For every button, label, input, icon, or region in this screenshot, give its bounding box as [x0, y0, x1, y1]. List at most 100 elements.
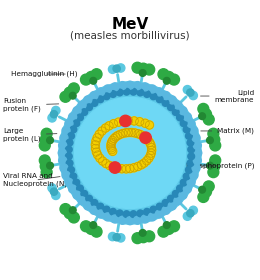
Circle shape	[108, 136, 117, 144]
Circle shape	[126, 217, 134, 225]
Circle shape	[167, 195, 174, 202]
Circle shape	[118, 165, 126, 173]
Text: Hemagglutinin (H): Hemagglutinin (H)	[11, 71, 77, 77]
Circle shape	[156, 96, 163, 103]
Circle shape	[183, 185, 191, 193]
Circle shape	[163, 223, 174, 234]
Circle shape	[81, 221, 91, 232]
Circle shape	[107, 138, 116, 146]
Circle shape	[48, 114, 56, 122]
Circle shape	[207, 162, 213, 169]
Circle shape	[91, 69, 102, 80]
Circle shape	[91, 226, 102, 237]
Circle shape	[203, 181, 214, 192]
Circle shape	[137, 210, 144, 217]
Circle shape	[194, 149, 202, 157]
Circle shape	[126, 164, 134, 173]
Circle shape	[163, 78, 170, 84]
Text: MeV: MeV	[111, 17, 149, 32]
Circle shape	[141, 215, 149, 223]
Circle shape	[144, 231, 155, 242]
Circle shape	[108, 146, 116, 154]
Circle shape	[209, 161, 220, 172]
Circle shape	[59, 141, 67, 149]
Circle shape	[203, 114, 214, 125]
Circle shape	[188, 146, 194, 153]
Text: Phosphoprotein (P): Phosphoprotein (P)	[186, 163, 254, 169]
Circle shape	[60, 134, 68, 142]
Circle shape	[118, 81, 126, 90]
Circle shape	[122, 165, 130, 173]
Circle shape	[120, 117, 128, 125]
Circle shape	[114, 118, 123, 126]
Circle shape	[75, 98, 185, 208]
Circle shape	[52, 106, 60, 115]
Circle shape	[68, 167, 74, 173]
Circle shape	[146, 138, 154, 147]
Circle shape	[62, 127, 70, 135]
Circle shape	[168, 96, 176, 104]
Text: Matrix (M): Matrix (M)	[201, 128, 254, 134]
Circle shape	[145, 154, 153, 162]
Circle shape	[107, 144, 115, 152]
Circle shape	[130, 164, 138, 172]
Circle shape	[97, 96, 104, 103]
Circle shape	[107, 142, 115, 150]
Text: Lipid
membrane: Lipid membrane	[200, 90, 254, 102]
Circle shape	[109, 120, 118, 128]
Circle shape	[69, 185, 77, 193]
Circle shape	[40, 161, 51, 172]
Circle shape	[90, 222, 97, 228]
Circle shape	[78, 197, 86, 205]
Circle shape	[150, 93, 157, 100]
Circle shape	[86, 195, 93, 202]
Circle shape	[109, 162, 121, 173]
Circle shape	[172, 190, 179, 197]
Circle shape	[116, 89, 123, 96]
Circle shape	[144, 91, 150, 97]
Circle shape	[141, 119, 149, 127]
Circle shape	[104, 85, 112, 93]
Circle shape	[66, 160, 73, 167]
Circle shape	[186, 167, 192, 173]
Circle shape	[92, 148, 101, 156]
Circle shape	[156, 203, 163, 210]
Circle shape	[134, 216, 142, 224]
Circle shape	[144, 136, 152, 144]
Circle shape	[210, 155, 221, 166]
Circle shape	[158, 69, 169, 80]
Circle shape	[118, 216, 126, 224]
Circle shape	[66, 146, 72, 153]
Circle shape	[109, 163, 117, 171]
Circle shape	[69, 113, 77, 121]
Circle shape	[116, 210, 123, 217]
Circle shape	[192, 134, 200, 142]
Circle shape	[123, 88, 130, 95]
Circle shape	[73, 179, 80, 186]
Circle shape	[190, 171, 198, 179]
Circle shape	[188, 153, 194, 160]
Circle shape	[167, 104, 174, 111]
Circle shape	[146, 151, 154, 160]
Circle shape	[114, 132, 122, 140]
Circle shape	[102, 159, 110, 168]
Circle shape	[189, 91, 197, 100]
Circle shape	[113, 164, 121, 172]
Circle shape	[177, 185, 183, 192]
Circle shape	[139, 70, 146, 76]
Circle shape	[126, 81, 134, 89]
Circle shape	[201, 186, 211, 197]
Circle shape	[162, 206, 170, 214]
Circle shape	[111, 215, 119, 223]
Circle shape	[69, 92, 76, 99]
Circle shape	[97, 203, 104, 210]
Circle shape	[183, 212, 192, 220]
Circle shape	[84, 202, 92, 210]
Circle shape	[81, 190, 88, 197]
Circle shape	[105, 122, 113, 130]
Circle shape	[112, 133, 120, 141]
Circle shape	[147, 143, 156, 151]
Circle shape	[183, 173, 190, 180]
Circle shape	[174, 197, 182, 205]
Circle shape	[66, 139, 73, 146]
